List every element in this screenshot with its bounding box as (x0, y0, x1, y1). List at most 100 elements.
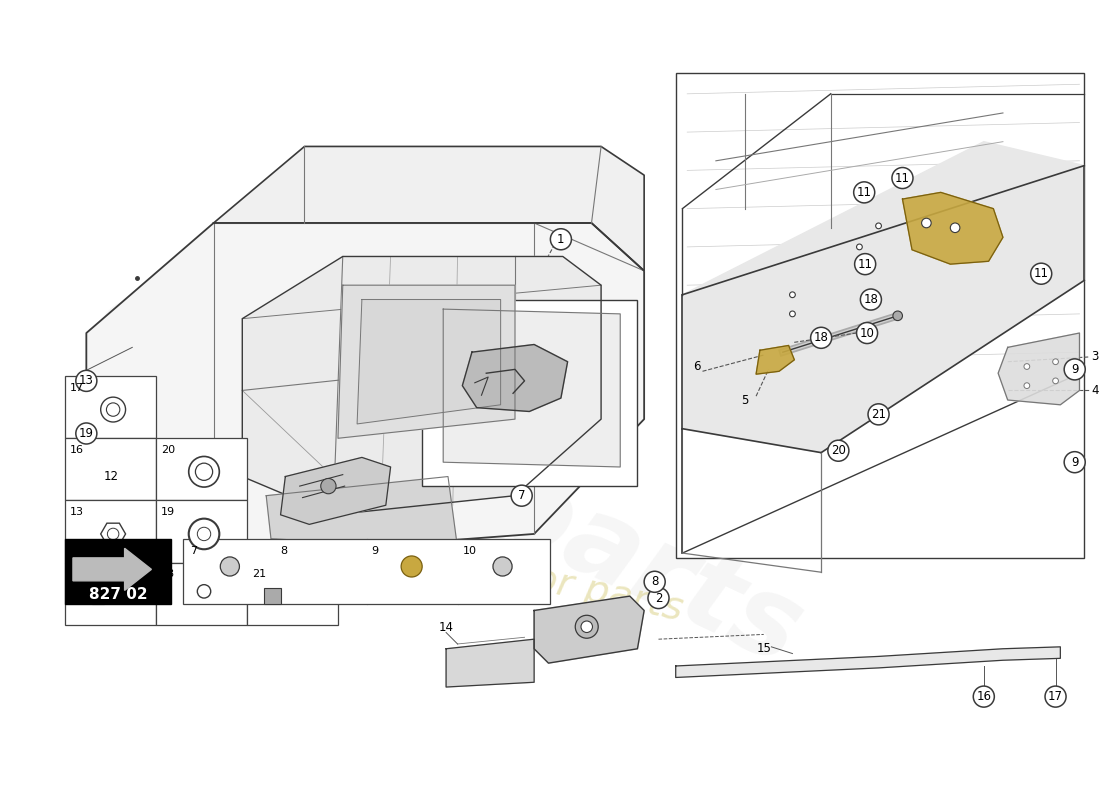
Circle shape (101, 397, 125, 422)
Circle shape (854, 182, 874, 203)
Bar (65, 562, 156, 625)
Circle shape (950, 223, 960, 233)
Text: 15: 15 (757, 642, 771, 655)
Text: 18: 18 (864, 293, 878, 306)
Text: 7: 7 (189, 546, 197, 556)
Circle shape (857, 322, 878, 343)
Text: 12: 12 (103, 470, 119, 483)
Circle shape (1024, 364, 1030, 370)
Circle shape (645, 571, 665, 592)
Circle shape (790, 292, 795, 298)
Bar (65, 501, 156, 562)
Polygon shape (756, 346, 794, 374)
Text: 827 02: 827 02 (89, 586, 147, 602)
Circle shape (1064, 359, 1086, 380)
Circle shape (855, 254, 876, 274)
Circle shape (197, 585, 211, 598)
Text: 11: 11 (1034, 267, 1048, 280)
Text: europaparts: europaparts (77, 266, 818, 687)
Polygon shape (675, 647, 1060, 678)
Text: 10: 10 (462, 546, 476, 556)
Text: 10: 10 (859, 326, 874, 339)
Circle shape (197, 527, 211, 541)
Text: 17: 17 (1048, 690, 1063, 703)
Text: 21: 21 (871, 408, 887, 421)
Polygon shape (242, 257, 601, 515)
Bar (65, 376, 156, 438)
Text: 4: 4 (1091, 384, 1099, 397)
Polygon shape (92, 589, 103, 604)
Text: 3: 3 (1091, 350, 1098, 363)
Circle shape (1064, 452, 1086, 473)
Bar (248, 562, 338, 625)
Polygon shape (280, 458, 390, 524)
Circle shape (1053, 359, 1058, 365)
Text: 18: 18 (814, 331, 828, 344)
Circle shape (581, 621, 593, 633)
Text: 14: 14 (439, 622, 453, 634)
Bar (65, 438, 156, 501)
Polygon shape (443, 309, 620, 467)
Circle shape (321, 478, 337, 494)
Text: 9: 9 (1071, 363, 1078, 376)
Circle shape (893, 311, 902, 321)
Circle shape (76, 370, 97, 391)
Circle shape (922, 218, 932, 228)
Circle shape (220, 557, 240, 576)
Text: 18: 18 (161, 570, 175, 579)
Circle shape (493, 557, 513, 576)
Circle shape (108, 528, 119, 540)
Circle shape (1024, 382, 1030, 389)
Circle shape (790, 311, 795, 317)
Text: 8: 8 (280, 546, 288, 556)
Circle shape (868, 404, 889, 425)
Text: 8: 8 (651, 575, 659, 588)
Polygon shape (73, 548, 152, 590)
Circle shape (1045, 686, 1066, 707)
Text: 21: 21 (252, 570, 266, 579)
Bar (675, 73, 1085, 558)
Circle shape (189, 518, 219, 550)
Bar (422, 299, 637, 486)
Circle shape (828, 440, 849, 462)
Circle shape (892, 167, 913, 189)
Circle shape (648, 587, 669, 609)
Polygon shape (902, 192, 1003, 264)
Circle shape (196, 463, 212, 480)
Polygon shape (462, 345, 568, 411)
Text: 6: 6 (693, 360, 701, 373)
Circle shape (1053, 378, 1058, 384)
Polygon shape (358, 299, 500, 424)
Circle shape (550, 229, 571, 250)
Circle shape (512, 485, 532, 506)
Polygon shape (213, 146, 645, 271)
Polygon shape (338, 285, 515, 438)
Circle shape (402, 556, 422, 577)
Text: 11: 11 (858, 258, 872, 270)
Circle shape (575, 615, 598, 638)
Circle shape (1031, 263, 1052, 284)
Circle shape (189, 457, 219, 487)
Text: 11: 11 (70, 570, 84, 579)
Circle shape (974, 686, 994, 707)
Text: 7: 7 (518, 489, 526, 502)
Bar (156, 501, 248, 562)
Circle shape (860, 289, 881, 310)
Text: 17: 17 (70, 382, 85, 393)
Text: 19: 19 (79, 427, 94, 440)
Circle shape (811, 327, 832, 348)
Text: 20: 20 (161, 445, 175, 455)
Text: 5: 5 (741, 394, 748, 406)
Text: 13: 13 (79, 374, 94, 387)
Text: 2: 2 (654, 591, 662, 605)
Text: 16: 16 (977, 690, 991, 703)
Bar (156, 438, 248, 501)
Polygon shape (266, 477, 458, 548)
Circle shape (857, 244, 862, 250)
Circle shape (876, 223, 881, 229)
Bar (183, 538, 550, 604)
Bar (156, 562, 248, 625)
Polygon shape (86, 223, 645, 558)
Text: 16: 16 (70, 445, 84, 455)
Text: 11: 11 (857, 186, 871, 199)
